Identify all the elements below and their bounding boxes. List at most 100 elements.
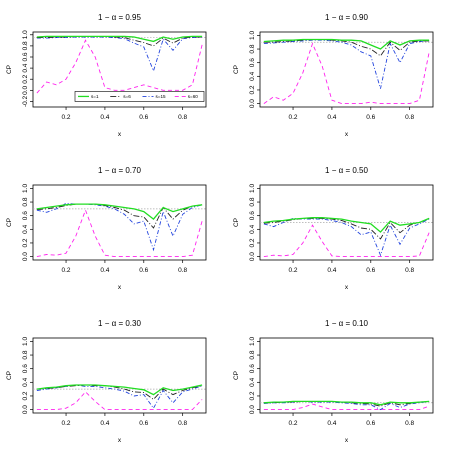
x-tick-label: 0.6	[366, 114, 375, 121]
x-tick-label: 0.8	[405, 420, 414, 427]
x-tick-label: 0.2	[289, 114, 298, 121]
series-line-s60	[36, 39, 203, 94]
x-tick-label: 0.4	[327, 267, 336, 274]
x-tick-label: 0.6	[139, 114, 148, 121]
series-line-s60	[36, 391, 203, 411]
y-tick-label: 0.8	[22, 350, 29, 359]
legend-label: s=1	[91, 94, 99, 99]
y-tick-label: 0.4	[249, 224, 256, 233]
series-line-s15	[36, 36, 203, 73]
x-tick-label: 0.6	[366, 267, 375, 274]
y-axis-label: CP	[6, 371, 13, 380]
series-line-s1	[263, 217, 430, 233]
y-axis-label: CP	[233, 371, 240, 380]
panel-4: 1 − α = 0.50 0.2 0.4 0.6 0.8 0.0 0.2 0.4 0.6 0.8 1…	[233, 166, 434, 291]
series-line-s60	[263, 42, 430, 105]
y-tick-label: 0.6	[249, 211, 256, 220]
series-line-s1	[36, 35, 203, 43]
series-line-s1	[263, 400, 430, 406]
series-line-s1	[263, 38, 430, 50]
x-tick-label: 0.2	[62, 114, 71, 121]
y-tick-label: 0.6	[22, 52, 29, 61]
x-axis-label: x	[118, 284, 122, 291]
series-line-s15	[36, 384, 203, 410]
x-tick-label: 0.4	[100, 267, 109, 274]
series-line-s6	[36, 203, 203, 229]
series-line-s60	[263, 224, 430, 258]
y-tick-label: 1.0	[22, 337, 29, 346]
y-tick-label: 0.4	[22, 63, 29, 72]
panel-1: 1 − α = 0.95 0.2 0.4 0.6 0.8 -0.20.0 0.2 0.4 0.6…	[6, 13, 207, 138]
x-axis-label: x	[345, 131, 349, 138]
y-axis-label: CP	[233, 65, 240, 74]
legend: s=1 s=6 s=15 s=60	[74, 91, 205, 102]
series-line-s60	[36, 208, 203, 258]
plot-frame	[259, 31, 434, 108]
y-tick-label: 0.8	[249, 350, 256, 359]
legend-label: s=15	[156, 94, 167, 99]
x-tick-label: 0.4	[100, 114, 109, 121]
legend-label: s=6	[123, 94, 131, 99]
x-tick-label: 0.8	[405, 267, 414, 274]
y-tick-label: 0.2	[22, 74, 29, 83]
x-tick-label: 0.8	[178, 267, 187, 274]
y-tick-label: 0.4	[22, 224, 29, 233]
panel-title: 1 − α = 0.90	[325, 13, 368, 22]
y-tick-label: 0.8	[249, 44, 256, 53]
y-tick-label: 0.8	[22, 41, 29, 50]
x-tick-label: 0.8	[178, 114, 187, 121]
y-tick-label: 0.4	[249, 377, 256, 386]
panel-title: 1 − α = 0.50	[325, 166, 368, 175]
y-tick-label: 0.0	[249, 405, 256, 414]
y-tick-label: 1.0	[249, 31, 256, 40]
series-line-s15	[263, 217, 430, 257]
x-axis-label: x	[345, 284, 349, 291]
series-line-s1	[36, 203, 203, 220]
y-tick-label: 0.6	[249, 58, 256, 67]
y-tick-label: 0.0	[22, 252, 29, 261]
y-axis-label: CP	[6, 65, 13, 74]
series-line-s6	[36, 384, 203, 400]
y-tick-label: 1.0	[249, 184, 256, 193]
y-tick-label: 0.2	[22, 238, 29, 247]
plot-frame	[32, 337, 207, 414]
y-tick-label: 1.0	[249, 337, 256, 346]
y-tick-label: 0.2	[249, 85, 256, 94]
panel-title: 1 − α = 0.10	[325, 319, 368, 328]
x-tick-label: 0.6	[139, 267, 148, 274]
panel-title: 1 − α = 0.30	[98, 319, 141, 328]
series-line-s15	[263, 39, 430, 89]
plot-frame	[32, 31, 207, 108]
y-axis-label: CP	[6, 218, 13, 227]
y-tick-label: 0.0	[22, 405, 29, 414]
y-tick-label: 1.0	[22, 184, 29, 193]
y-tick-label: -0.2	[22, 95, 29, 107]
x-axis-label: x	[118, 131, 122, 138]
panel-5: 1 − α = 0.30 0.2 0.4 0.6 0.8 0.0 0.2 0.4 0.6 0.8 1…	[6, 319, 207, 444]
series-line-s6	[263, 217, 430, 240]
x-axis-label: x	[118, 437, 122, 444]
x-tick-label: 0.2	[289, 267, 298, 274]
x-tick-label: 0.2	[62, 267, 71, 274]
plot-frame	[32, 184, 207, 261]
x-tick-label: 0.4	[327, 420, 336, 427]
panel-title: 1 − α = 0.95	[98, 13, 141, 22]
panel-6: 1 − α = 0.10 0.2 0.4 0.6 0.8 0.0 0.2 0.4 0.6 0.8 1…	[233, 319, 434, 444]
y-tick-label: 0.4	[22, 377, 29, 386]
y-tick-label: 0.0	[22, 85, 29, 94]
x-tick-label: 0.8	[405, 114, 414, 121]
y-tick-label: 0.2	[249, 391, 256, 400]
panel-3: 1 − α = 0.70 0.2 0.4 0.6 0.8 0.0 0.2 0.4 0.6 0.8 1…	[6, 166, 207, 291]
series-line-s60	[263, 403, 430, 411]
y-tick-label: 0.6	[22, 211, 29, 220]
series-line-s6	[263, 39, 430, 57]
y-tick-label: 0.8	[249, 197, 256, 206]
legend-label: s=60	[188, 94, 199, 99]
y-tick-label: 0.6	[22, 364, 29, 373]
x-tick-label: 0.8	[178, 420, 187, 427]
y-tick-label: 0.2	[249, 238, 256, 247]
y-tick-label: 1.0	[22, 30, 29, 39]
series-line-s1	[36, 384, 203, 396]
x-axis-label: x	[345, 437, 349, 444]
